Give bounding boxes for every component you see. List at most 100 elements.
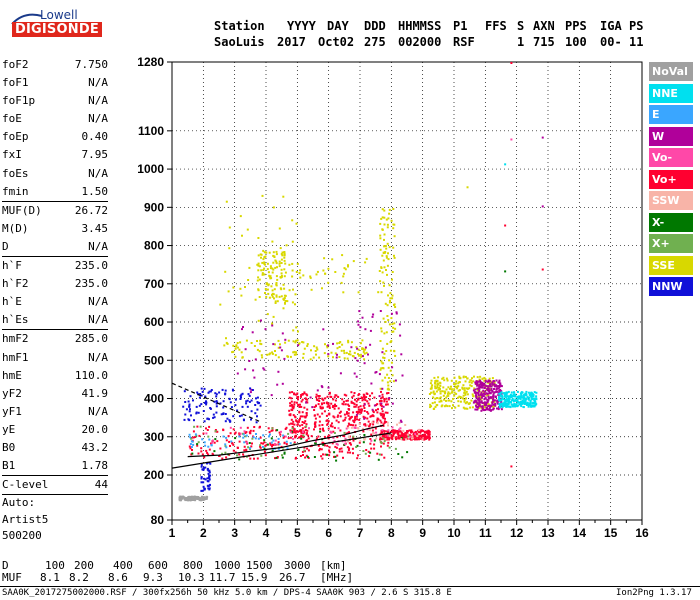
echo-point (400, 420, 403, 423)
echo-point (381, 410, 384, 413)
echo-point-isolated (504, 163, 507, 166)
echo-point (321, 406, 324, 409)
echo-point (364, 424, 367, 427)
echo-point (200, 465, 203, 468)
echo-point (273, 256, 276, 258)
echo-point (300, 434, 303, 437)
echo-point (188, 433, 191, 436)
echo-point (277, 437, 280, 440)
echo-point (322, 399, 325, 402)
echo-point (227, 435, 230, 438)
echo-point (373, 396, 376, 399)
echo-point (493, 388, 495, 390)
echo-point (503, 395, 506, 398)
echo-point (371, 392, 374, 395)
param-label: yF2 (2, 386, 22, 400)
echo-point (376, 452, 379, 455)
echo-point (219, 447, 222, 450)
echo-point (383, 420, 386, 423)
echo-point (268, 435, 270, 438)
echo-point (492, 393, 495, 396)
echo-point (343, 418, 346, 421)
echo-point (275, 262, 278, 265)
echo-point (418, 435, 421, 437)
echo-point (297, 344, 300, 347)
echo-point (352, 435, 355, 438)
echo-point (341, 450, 344, 453)
echo-point (461, 386, 464, 389)
echo-point (528, 402, 531, 405)
echo-point (298, 342, 301, 345)
echo-point (324, 397, 327, 400)
echo-point (279, 346, 282, 349)
echo-point (192, 430, 195, 433)
echo-point (393, 256, 396, 259)
echo-point (269, 265, 272, 268)
x-tick-label: 8 (388, 526, 395, 540)
echo-point (287, 432, 290, 435)
echo-point (276, 383, 279, 386)
echo-point (393, 430, 396, 433)
echo-point (243, 430, 246, 433)
echo-point (214, 392, 217, 395)
echo-point (280, 274, 283, 277)
echo-point (382, 405, 385, 408)
echo-point (202, 432, 205, 435)
echo-point (292, 340, 295, 343)
echo-point (391, 366, 394, 369)
echo-point (287, 437, 290, 440)
echo-point (314, 423, 317, 426)
echo-point (358, 354, 360, 357)
echo-point (295, 326, 298, 329)
echo-point (393, 254, 395, 257)
echo-point (343, 431, 346, 434)
echo-point (459, 377, 462, 380)
param-row: M(D) 3.45 (2, 220, 108, 238)
echo-point (434, 397, 437, 400)
echo-point (487, 380, 490, 383)
echo-point (235, 344, 238, 347)
echo-point (293, 428, 296, 431)
echo-point (386, 342, 389, 345)
echo-point (478, 378, 481, 381)
param-label: B0 (2, 440, 16, 454)
echo-point (391, 426, 394, 429)
echo-point (299, 403, 301, 406)
echo-point (277, 441, 280, 444)
param-row: h`F2 235.0 (2, 275, 108, 293)
echo-point (257, 319, 260, 322)
echo-point (281, 332, 284, 335)
echo-point (318, 397, 321, 400)
echo-point (388, 208, 391, 211)
echo-point (521, 401, 524, 404)
echo-point (322, 328, 325, 331)
echo-point (507, 390, 510, 393)
echo-point (327, 435, 329, 438)
echo-point (286, 355, 289, 358)
echo-point (462, 384, 465, 387)
echo-point (338, 450, 341, 453)
echo-point (296, 339, 299, 342)
param-row: B0 43.2 (2, 439, 108, 457)
echo-point (356, 412, 359, 415)
echo-point (200, 450, 203, 453)
echo-point (322, 453, 324, 456)
echo-point (339, 429, 342, 432)
echo-point (304, 420, 307, 423)
echo-point (379, 368, 382, 371)
echo-point (202, 410, 205, 412)
echo-point (266, 282, 268, 285)
echo-point (297, 403, 300, 406)
echo-point (342, 419, 345, 422)
echo-point (399, 334, 402, 337)
echo-point (203, 466, 205, 469)
echo-point (179, 499, 182, 502)
echo-point (262, 434, 265, 437)
echo-point (508, 395, 511, 398)
echo-point (282, 195, 285, 198)
echo-point (464, 380, 467, 383)
echo-point (262, 258, 265, 261)
echo-point (291, 425, 294, 428)
echo-point (261, 194, 264, 197)
echo-point (284, 271, 287, 274)
